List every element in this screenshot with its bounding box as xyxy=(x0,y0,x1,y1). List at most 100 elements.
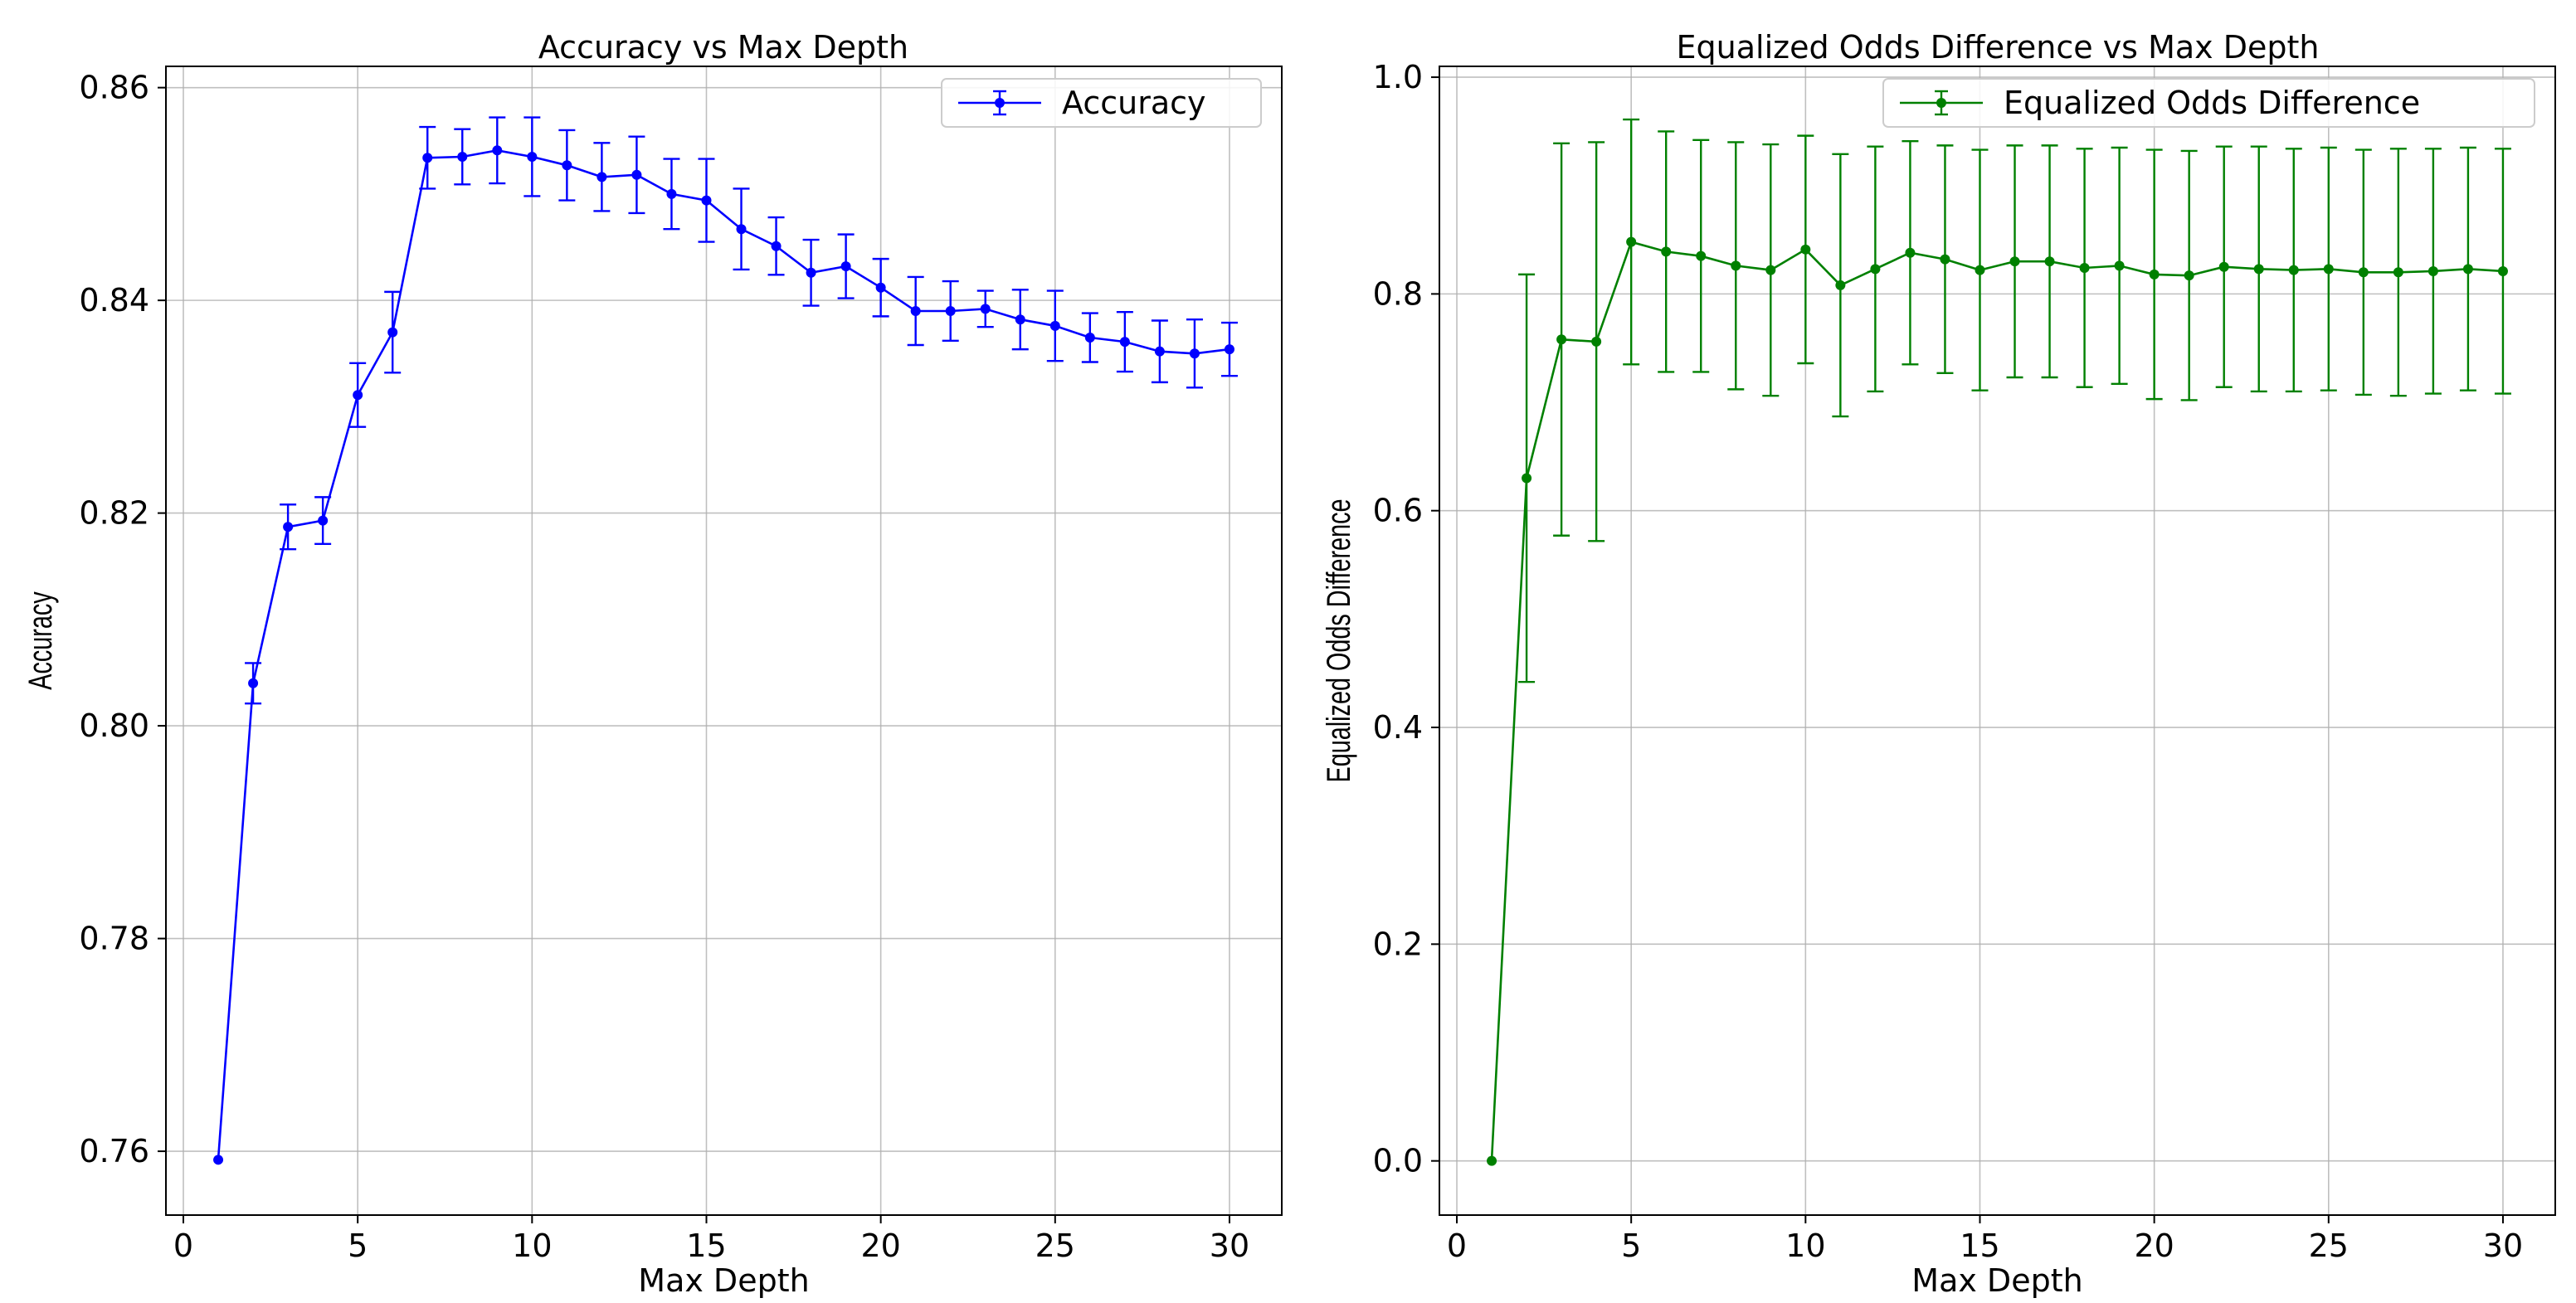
data-point xyxy=(1870,264,1881,275)
data-point xyxy=(283,522,294,532)
series-line xyxy=(1490,241,2504,1161)
data-point xyxy=(1015,314,1025,325)
data-point xyxy=(492,145,503,156)
x-tick-label: 30 xyxy=(1210,1228,1249,1264)
data-point xyxy=(1661,246,1672,257)
data-point xyxy=(1765,265,1776,275)
data-point xyxy=(1975,265,1985,275)
data-point xyxy=(1626,236,1637,247)
x-tick-label: 0 xyxy=(1447,1228,1467,1264)
data-point xyxy=(248,678,259,688)
x-tick-label: 25 xyxy=(1035,1228,1075,1264)
data-point xyxy=(2323,264,2334,275)
legend-label: Equalized Odds Difference xyxy=(2004,85,2420,121)
data-point xyxy=(701,195,712,206)
data-point xyxy=(1224,344,1234,355)
legend-box xyxy=(941,78,1262,128)
y-tick-label: 0.78 xyxy=(79,921,149,957)
data-point xyxy=(2009,256,2020,267)
data-point xyxy=(1556,334,1567,345)
x-axis-label: Max Depth xyxy=(638,1262,809,1299)
data-point xyxy=(1049,320,1060,331)
y-tick-label: 0.86 xyxy=(79,70,149,106)
y-tick-label: 0.2 xyxy=(1373,926,1423,962)
data-point xyxy=(1835,280,1846,290)
x-tick-label: 25 xyxy=(2309,1228,2349,1264)
data-point xyxy=(597,172,607,182)
data-point xyxy=(2044,256,2055,267)
data-point xyxy=(806,267,816,278)
x-axis-label: Max Depth xyxy=(1911,1262,2082,1299)
data-point xyxy=(2149,269,2160,280)
chart-panel-1: 0 5 10 15 20 25 30 0.76 0.78 0.80 0.82 0.84 0.86 Accu… xyxy=(22,29,1283,1299)
data-point xyxy=(527,152,538,163)
legend-marker xyxy=(1936,98,1946,108)
legend-marker xyxy=(995,98,1005,108)
y-tick-label: 0.76 xyxy=(79,1133,149,1169)
data-point xyxy=(980,304,991,314)
x-tick-label: 5 xyxy=(1621,1228,1641,1264)
y-tick-label: 0.80 xyxy=(79,707,149,744)
data-point xyxy=(1154,346,1165,357)
data-point xyxy=(1522,473,1532,484)
data-point xyxy=(2462,264,2473,275)
chart-panel-2: 0 5 10 15 20 25 30 0.0 0.2 0.4 0.6 0.8 1.0 Equalized … xyxy=(1320,29,2556,1299)
y-tick-label: 0.0 xyxy=(1373,1143,1423,1179)
data-point xyxy=(2393,267,2403,278)
x-tick-label: 20 xyxy=(860,1228,900,1264)
data-point xyxy=(562,160,572,171)
chart-title: Equalized Odds Difference vs Max Depth xyxy=(1677,29,2320,66)
data-point xyxy=(2114,260,2125,271)
y-tick-label: 0.6 xyxy=(1373,493,1423,529)
x-tick-label: 5 xyxy=(348,1228,368,1264)
data-point xyxy=(666,188,677,199)
data-point xyxy=(1800,244,1811,255)
data-point xyxy=(1731,260,1741,271)
chart-title: Accuracy vs Max Depth xyxy=(538,29,908,66)
axes-frame xyxy=(165,66,1283,1216)
legend-box xyxy=(1882,78,2535,128)
data-point xyxy=(2184,270,2194,281)
data-point xyxy=(2427,265,2438,276)
data-point xyxy=(1119,337,1130,348)
x-tick-label: 15 xyxy=(1960,1228,1999,1264)
data-point xyxy=(1940,254,1950,265)
data-point xyxy=(875,282,886,293)
data-point xyxy=(1189,348,1200,359)
data-point xyxy=(1696,250,1707,261)
data-point xyxy=(2358,267,2369,278)
data-point xyxy=(945,305,956,316)
data-point xyxy=(422,153,433,163)
x-tick-label: 30 xyxy=(2483,1228,2523,1264)
y-tick-label: 0.84 xyxy=(79,282,149,318)
data-point xyxy=(1591,336,1602,347)
data-point xyxy=(1487,1155,1497,1166)
data-point xyxy=(736,224,747,235)
data-point xyxy=(2288,265,2299,275)
data-point xyxy=(2253,264,2264,275)
y-tick-label: 1.0 xyxy=(1373,59,1423,95)
data-point xyxy=(910,305,921,316)
data-point xyxy=(353,390,363,401)
series-line xyxy=(217,148,1230,1160)
legend-label: Accuracy xyxy=(1062,85,1206,121)
data-point xyxy=(840,261,851,272)
y-tick-label: 0.4 xyxy=(1373,709,1423,746)
data-point xyxy=(213,1155,224,1165)
data-point xyxy=(387,327,398,338)
data-point xyxy=(1084,333,1095,343)
x-tick-label: 10 xyxy=(512,1228,552,1264)
data-point xyxy=(2218,261,2229,272)
axes-frame xyxy=(1439,66,2556,1216)
x-tick-label: 10 xyxy=(1785,1228,1825,1264)
x-tick-label: 0 xyxy=(173,1228,193,1264)
x-tick-label: 15 xyxy=(686,1228,726,1264)
data-point xyxy=(2497,265,2508,276)
data-point xyxy=(1905,247,1916,258)
x-tick-label: 20 xyxy=(2134,1228,2174,1264)
y-tick-label: 0.82 xyxy=(79,495,149,532)
data-point xyxy=(771,241,782,251)
y-axis-label: Accuracy xyxy=(22,591,59,690)
data-point xyxy=(631,169,642,180)
